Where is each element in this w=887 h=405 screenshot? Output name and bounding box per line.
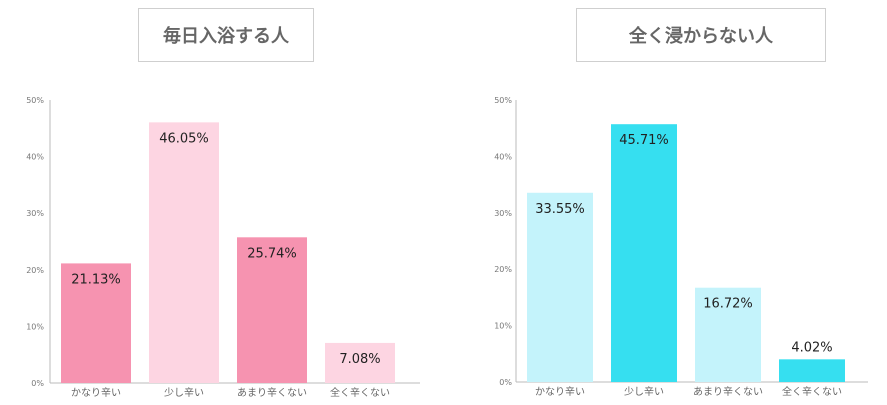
left-category-label: 全く辛くない xyxy=(330,386,390,399)
left-data-label: 7.08% xyxy=(339,352,380,367)
right-y-tick-label: 40% xyxy=(494,152,512,161)
left-y-tick-label: 0% xyxy=(31,379,44,388)
right-category-label: 全く辛くない xyxy=(782,385,842,398)
right-data-label: 4.02% xyxy=(791,340,832,355)
left-data-label: 46.05% xyxy=(159,131,209,146)
right-category-label: あまり辛くない xyxy=(693,385,763,398)
right-y-tick-label: 50% xyxy=(494,96,512,105)
right-y-tick-label: 10% xyxy=(494,322,512,331)
left-bar xyxy=(237,237,307,383)
right-bar xyxy=(611,124,677,382)
left-y-tick-label: 20% xyxy=(26,266,44,275)
left-bar xyxy=(149,122,219,384)
right-y-tick-label: 0% xyxy=(499,378,512,387)
left-bar xyxy=(61,263,131,383)
left-y-tick-label: 50% xyxy=(26,96,44,105)
left-y-tick-label: 30% xyxy=(26,209,44,218)
left-data-label: 21.13% xyxy=(71,272,121,287)
left-category-label: あまり辛くない xyxy=(237,386,307,399)
chart-title-daily-bathers: 毎日入浴する人 xyxy=(138,8,314,62)
right-data-label: 45.71% xyxy=(619,133,669,148)
right-y-tick-label: 30% xyxy=(494,209,512,218)
left-y-tick-label: 40% xyxy=(26,153,44,162)
left-y-tick-label: 10% xyxy=(26,322,44,331)
right-bar xyxy=(527,192,593,382)
right-category-label: かなり辛い xyxy=(535,385,585,398)
left-bar xyxy=(325,342,395,383)
right-category-label: 少し辛い xyxy=(624,385,664,398)
right-bar xyxy=(779,359,845,382)
right-bar xyxy=(695,287,761,382)
right-data-label: 16.72% xyxy=(703,297,753,312)
left-category-label: かなり辛い xyxy=(71,386,121,399)
left-category-label: 少し辛い xyxy=(164,386,204,399)
left-data-label: 25.74% xyxy=(247,246,297,261)
chart-title-never-soak: 全く浸からない人 xyxy=(576,8,826,62)
right-y-tick-label: 20% xyxy=(494,265,512,274)
right-data-label: 33.55% xyxy=(535,202,585,217)
